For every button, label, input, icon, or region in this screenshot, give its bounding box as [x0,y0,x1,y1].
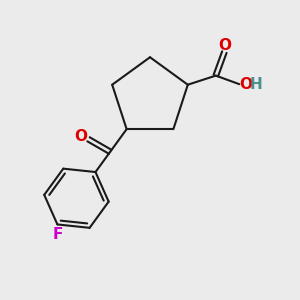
Text: H: H [249,77,262,92]
Text: O: O [239,77,252,92]
Text: F: F [52,227,63,242]
Text: O: O [218,38,231,53]
Text: O: O [75,129,88,144]
